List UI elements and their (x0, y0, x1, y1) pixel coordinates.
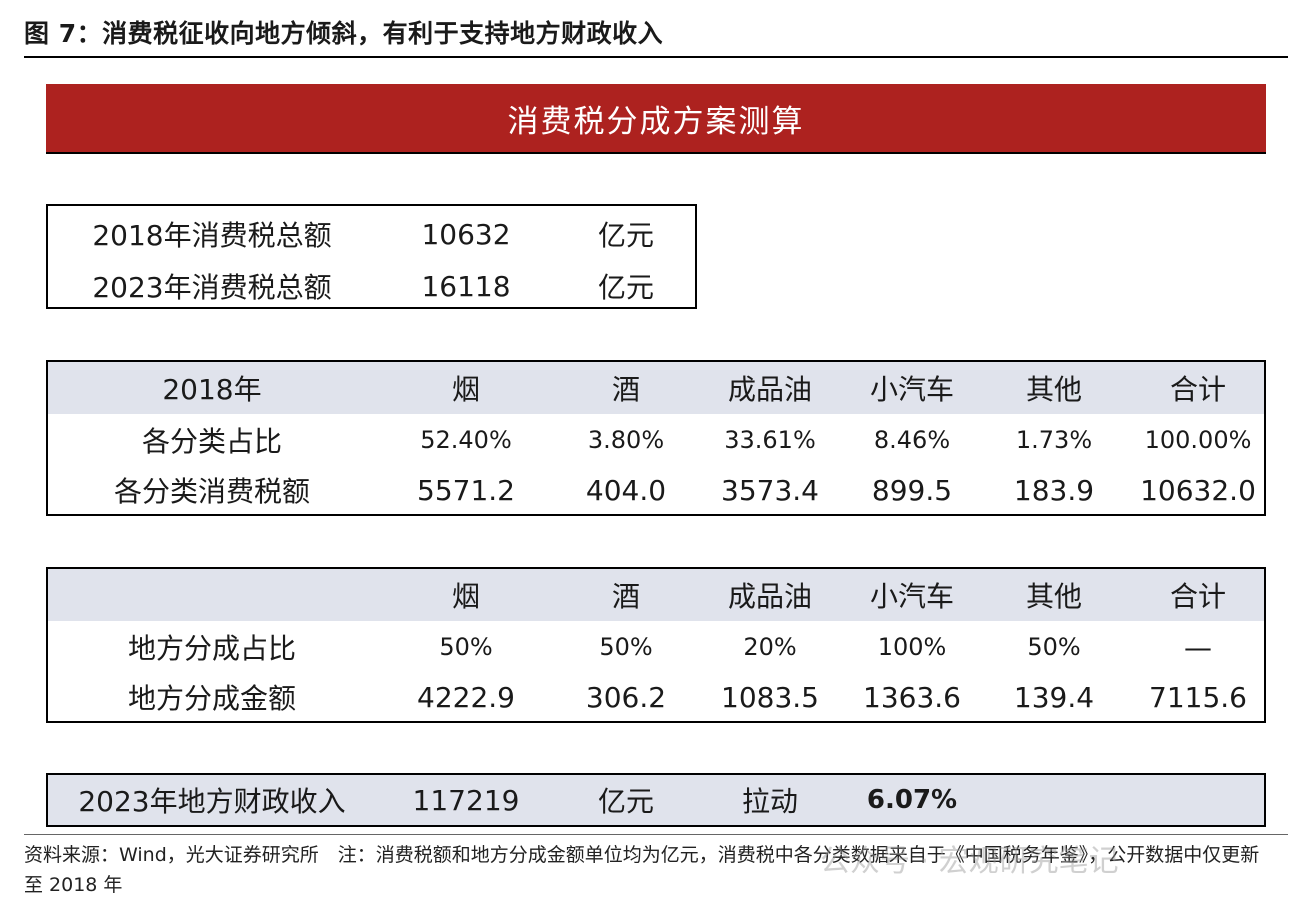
totals-value: 16118 (421, 269, 511, 303)
source-divider (24, 834, 1288, 835)
table-cell: 139.4 (1013, 680, 1095, 714)
totals-unit: 亿元 (597, 219, 655, 252)
header-cell: 烟 (451, 373, 481, 406)
totals-value: 10632 (421, 217, 511, 251)
header-cell: 小汽车 (869, 580, 955, 613)
table-cell: 404.0 (585, 473, 667, 507)
table-row: 各分类消费税额 5571.2 404.0 3573.4 899.5 183.9 … (48, 464, 1264, 516)
header-cell: 成品油 (727, 580, 813, 613)
header-cell: 合计 (1169, 580, 1227, 613)
summary-label: 2023年地方财政收入 (78, 785, 346, 818)
table-cell: 20% (743, 633, 797, 661)
table-row: 地方分成占比 50% 50% 20% 100% 50% — (48, 621, 1264, 673)
header-cell: 其他 (1025, 580, 1083, 613)
summary-value: 117219 (412, 783, 520, 817)
table-cell: 306.2 (585, 680, 667, 714)
header-cell: 成品油 (727, 373, 813, 406)
header-cell: 酒 (611, 580, 641, 613)
row-label: 地方分成占比 (127, 632, 297, 665)
table-cell: — (1184, 630, 1212, 664)
header-cell: 2018年 (162, 373, 262, 406)
pull-value: 6.07% (866, 785, 958, 815)
totals-row: 2018年消费税总额 10632 亿元 (48, 208, 695, 260)
pull-label: 拉动 (741, 785, 799, 818)
row-label: 各分类占比 (141, 425, 283, 458)
figure-title: 图 7：消费税征收向地方倾斜，有利于支持地方财政收入 (24, 19, 664, 48)
table-cell: 1.73% (1015, 426, 1093, 454)
table-cell: 50% (1027, 633, 1081, 661)
totals-row: 2023年消费税总额 16118 亿元 (48, 260, 695, 312)
row-label: 地方分成金额 (127, 682, 297, 715)
table-row: 地方分成金额 4222.9 306.2 1083.5 1363.6 139.4 … (48, 671, 1264, 723)
totals-box: 2018年消费税总额 10632 亿元 2023年消费税总额 16118 亿元 (46, 204, 697, 309)
table-banner: 消费税分成方案测算 (46, 84, 1266, 152)
table-cell: 8.46% (873, 426, 951, 454)
table-cell: 1363.6 (863, 680, 961, 714)
summary-box: 2023年地方财政收入 117219 亿元 拉动 6.07% (46, 773, 1266, 827)
table-cell: 100% (877, 633, 947, 661)
title-divider (24, 56, 1288, 58)
header-cell: 其他 (1025, 373, 1083, 406)
table-cell: 4222.9 (417, 680, 515, 714)
table-cell: 7115.6 (1149, 680, 1247, 714)
table-cell: 100.00% (1144, 426, 1252, 454)
table-cell: 33.61% (724, 426, 816, 454)
summary-unit: 亿元 (597, 785, 655, 818)
totals-unit: 亿元 (597, 271, 655, 304)
local-share-table: 烟 酒 成品油 小汽车 其他 合计 地方分成占比 50% 50% 20% 100… (46, 567, 1266, 723)
table-cell: 52.40% (420, 426, 512, 454)
table-row: 各分类占比 52.40% 3.80% 33.61% 8.46% 1.73% 10… (48, 414, 1264, 466)
table-cell: 183.9 (1013, 473, 1095, 507)
source-note: 资料来源：Wind，光大证券研究所 注：消费税额和地方分成金额单位均为亿元，消费… (24, 844, 1260, 896)
category-share-table: 2018年 烟 酒 成品油 小汽车 其他 合计 各分类占比 52.40% 3.8… (46, 360, 1266, 516)
table-cell: 50% (599, 633, 653, 661)
header-cell: 酒 (611, 373, 641, 406)
table-cell: 50% (439, 633, 493, 661)
table-header-row: 烟 酒 成品油 小汽车 其他 合计 (48, 569, 1264, 621)
header-cell: 小汽车 (869, 373, 955, 406)
table-cell: 3573.4 (721, 473, 819, 507)
table-cell: 899.5 (871, 473, 953, 507)
header-cell: 烟 (451, 580, 481, 613)
table-cell: 3.80% (587, 426, 665, 454)
header-cell: 合计 (1169, 373, 1227, 406)
totals-label: 2023年消费税总额 (92, 271, 332, 304)
banner-divider (46, 152, 1266, 154)
table-cell: 10632.0 (1140, 473, 1256, 507)
row-label: 各分类消费税额 (113, 475, 311, 508)
table-header-row: 2018年 烟 酒 成品油 小汽车 其他 合计 (48, 362, 1264, 414)
totals-label: 2018年消费税总额 (92, 219, 332, 252)
table-cell: 5571.2 (417, 473, 515, 507)
table-cell: 1083.5 (721, 680, 819, 714)
summary-row: 2023年地方财政收入 117219 亿元 拉动 6.07% (48, 775, 1264, 825)
